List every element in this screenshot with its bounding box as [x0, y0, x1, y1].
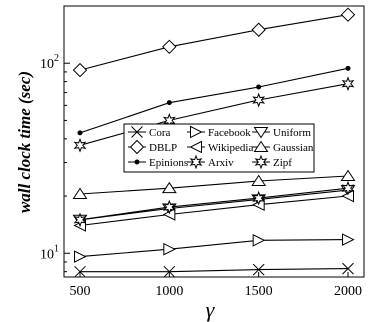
point-cora-500	[74, 265, 86, 278]
point-epinions-1500	[256, 84, 262, 90]
series-dblp	[72, 7, 356, 78]
point-zipf-500	[73, 212, 87, 228]
point-dblp-1500	[251, 22, 266, 37]
legend-item-arxiv: Arxiv	[187, 154, 234, 170]
point-cora-1000	[163, 265, 176, 278]
point-gaussian-1000	[161, 181, 177, 194]
y-tick-label: 102	[40, 53, 59, 72]
point-epinions-500	[77, 130, 83, 136]
point-arxiv-500	[73, 137, 87, 153]
legend-label: Uniform	[273, 127, 311, 139]
legend-item-epinions: Epinions	[128, 157, 188, 169]
legend-label: Zipf	[273, 157, 292, 169]
series-line-wikipedia	[79, 195, 349, 227]
series-line-zipf	[79, 187, 349, 221]
legend: Cora Facebook Uniform DBLP Wikipedia Gaussian…	[123, 123, 315, 173]
series-wikipedia	[73, 189, 354, 232]
point-gaussian-2000	[340, 169, 356, 181]
series-facebook	[74, 233, 355, 263]
series-line-uniform	[79, 189, 349, 221]
point-zipf-1000	[162, 199, 176, 215]
x-tick-label: 2000	[334, 284, 362, 299]
x-tick-label: 1000	[155, 284, 183, 299]
ticks: 500 1000 1500 2000 101 102	[40, 5, 362, 299]
legend-item-dblp: DBLP	[128, 139, 177, 155]
series-epinions	[77, 65, 351, 136]
point-dblp-2000	[340, 7, 356, 22]
legend-item-uniform: Uniform	[252, 127, 311, 139]
legend-label: Facebook	[208, 127, 251, 139]
series-line-dblp	[79, 14, 349, 71]
legend-marker-cora	[131, 126, 143, 138]
legend-label: Epinions	[149, 157, 188, 169]
plot-frame	[63, 5, 365, 278]
point-gaussian-500	[72, 187, 88, 200]
point-facebook-1000	[163, 242, 176, 256]
point-facebook-500	[74, 250, 87, 263]
legend-marker-facebook	[190, 125, 203, 139]
y-tick-exponent: 1	[54, 243, 59, 254]
legend-label: Gaussian	[273, 142, 314, 154]
legend-marker-epinions	[134, 159, 140, 165]
legend-marker-gaussian	[253, 140, 269, 152]
point-facebook-1500	[252, 233, 266, 247]
point-zipf-2000	[341, 180, 355, 196]
series-line-facebook	[79, 239, 349, 258]
x-axis-title: γ	[206, 297, 216, 322]
legend-label: Arxiv	[208, 157, 234, 169]
y-axis-title: wall clock time (sec)	[15, 71, 34, 213]
series-cora	[74, 262, 354, 278]
point-epinions-2000	[345, 65, 351, 71]
marks	[72, 7, 356, 278]
y-tick-exponent: 2	[54, 53, 59, 64]
legend-item-zipf: Zipf	[252, 154, 292, 170]
point-cora-1500	[252, 263, 265, 276]
point-epinions-1000	[166, 100, 172, 106]
point-arxiv-1500	[252, 92, 266, 108]
legend-item-wikipedia: Wikipedia	[187, 140, 253, 154]
point-arxiv-2000	[341, 76, 355, 92]
x-tick-label: 500	[70, 284, 91, 299]
series-line-epinions	[79, 67, 349, 134]
x-tick-label: 1500	[245, 284, 273, 299]
legend-item-gaussian: Gaussian	[252, 140, 314, 154]
legend-item-facebook: Facebook	[187, 125, 251, 139]
legend-marker-arxiv	[189, 154, 203, 170]
point-cora-2000	[342, 262, 354, 275]
legend-label: DBLP	[149, 142, 177, 154]
point-facebook-2000	[342, 233, 355, 246]
point-dblp-1000	[162, 39, 177, 55]
legend-label: Wikipedia	[208, 142, 253, 154]
legend-marker-dblp	[129, 139, 145, 155]
series-zipf	[73, 180, 355, 228]
legend-marker-wikipedia	[189, 140, 202, 154]
legend-marker-uniform	[253, 127, 269, 139]
point-gaussian-1500	[251, 174, 267, 186]
legend-marker-zipf	[254, 154, 268, 170]
legend-item-cora: Cora	[128, 126, 171, 139]
series-gaussian	[72, 169, 356, 200]
point-dblp-500	[72, 62, 88, 78]
y-tick-label: 101	[40, 243, 59, 262]
legend-label: Cora	[149, 127, 171, 139]
series-line-cora	[80, 268, 349, 273]
point-zipf-1500	[252, 190, 266, 206]
legend-box	[123, 123, 315, 173]
series-line-gaussian	[79, 175, 349, 195]
